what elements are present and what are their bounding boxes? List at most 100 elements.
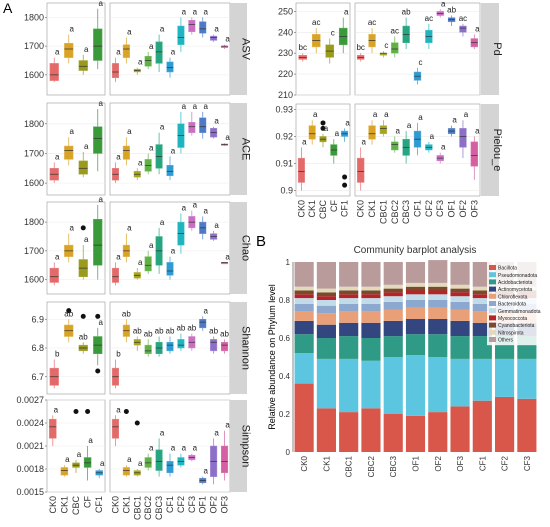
box-cf2: a (177, 204, 187, 254)
y-tick-label: 0.8 (279, 296, 291, 305)
y-tick-label: 230 (278, 48, 293, 58)
bar-stack-cf1: CF1 (472, 262, 492, 471)
significance-label: a (55, 48, 60, 57)
bar-segment (361, 298, 381, 304)
strip-background (230, 103, 247, 195)
box-of2: a (210, 221, 219, 241)
box-of2: ac (459, 14, 467, 37)
significance-label: a (116, 152, 121, 161)
bar-segment (472, 400, 492, 452)
strip-background (481, 104, 499, 196)
bar-segment (339, 322, 359, 337)
x-tick-label: CBC2 (390, 200, 400, 224)
bar-segment (316, 300, 336, 306)
legend-swatch (489, 272, 496, 278)
y-tick-label: 0.2 (279, 410, 291, 419)
bar-segment (361, 303, 381, 312)
box-body (199, 117, 207, 133)
legend-item: Pseudomonadota (489, 272, 537, 279)
outlier-point (66, 308, 72, 314)
x-tick-label: CF3 (187, 496, 197, 513)
facet-strip: Chao (230, 202, 252, 294)
bar-segment (383, 284, 403, 289)
box-ck0: a (49, 405, 59, 446)
bar-segment (428, 357, 448, 413)
facet-label: Simpson (240, 425, 252, 468)
significance-label: a (149, 143, 154, 152)
x-tick-label: CK0 (48, 496, 58, 514)
bar-segment (383, 357, 403, 414)
box-ck1: a (122, 28, 132, 64)
significance-label: a (193, 201, 198, 210)
box-body (60, 467, 69, 476)
facet-strip: ASV (230, 3, 252, 95)
y-tick-label: 0.93 (275, 104, 293, 114)
box-body (210, 339, 218, 352)
panel-label-a: A (3, 0, 13, 16)
box-body (357, 157, 365, 183)
bar-segment (405, 307, 426, 319)
y-tick-label: 220 (278, 69, 293, 79)
significance-label: a (373, 110, 378, 119)
x-tick-label: CF1 (94, 496, 104, 513)
box-of3: a (221, 35, 230, 49)
bar-segment (339, 303, 359, 312)
y-tick-label: 1800 (24, 119, 44, 129)
bar-segment (428, 294, 448, 300)
box-body (221, 445, 229, 474)
significance-label: c (384, 41, 388, 50)
significance-label: a (475, 24, 480, 33)
box-body (155, 41, 163, 64)
bar-segment (472, 311, 492, 323)
bar-stack-of1: OF1 (405, 262, 426, 472)
x-tick-label: CBC1 (345, 455, 354, 477)
box-cbc1: a (379, 110, 389, 137)
box-cf1: a (166, 146, 176, 181)
facet-label: Shannon (240, 326, 252, 370)
legend-swatch (489, 286, 496, 292)
x-tick-label: CF3 (435, 200, 445, 217)
y-tick-label: 0.4 (279, 372, 291, 381)
bar-segment (316, 338, 336, 359)
box-body (210, 35, 218, 41)
box-ck0: bc (298, 43, 308, 62)
x-tick-label: OF3 (469, 200, 479, 218)
box-cbc3: a (155, 428, 165, 477)
bar-segment (405, 290, 426, 295)
significance-label: a (193, 7, 198, 16)
significance-label: a (302, 137, 307, 146)
significance-label: a (418, 113, 423, 122)
bar-segment (294, 334, 314, 354)
bar-segment (405, 262, 426, 283)
bar-segment (405, 355, 426, 416)
box-cf2: ac (425, 14, 433, 49)
y-tick-label: 240 (278, 27, 293, 37)
significance-label: a (475, 126, 480, 135)
bar-segment (316, 358, 336, 409)
bar-segment (316, 262, 336, 289)
box-cf1: a (95, 459, 105, 479)
significance-label: a (225, 421, 230, 430)
box-body (221, 342, 229, 352)
x-tick-label: OF3 (456, 455, 465, 471)
bar-segment (316, 313, 336, 325)
bar-segment (339, 311, 359, 323)
y-tick-label: 1700 (24, 41, 44, 51)
significance-label: a (138, 158, 143, 167)
box-cbc3: ab (155, 327, 164, 357)
bar-segment (383, 320, 403, 337)
legend-item: Bacteroidota (489, 301, 526, 308)
facet-pd: 210220230240250bcaccabcaccacabcacaabacaP… (278, 0, 503, 100)
y-axis: 0.0015 0.0018 0.0021 0.0024 0.0027 (16, 395, 47, 497)
box-body (379, 125, 388, 135)
box-cf2: ab (176, 324, 186, 351)
legend-swatch (489, 301, 496, 306)
box-cbc3: a (155, 25, 165, 72)
y-tick-label: 1700 (24, 148, 44, 158)
box-of3: a (221, 421, 230, 481)
outlier-point (134, 420, 140, 426)
box-body (391, 42, 399, 54)
legend-swatch (489, 308, 496, 314)
significance-label: a (77, 450, 82, 459)
